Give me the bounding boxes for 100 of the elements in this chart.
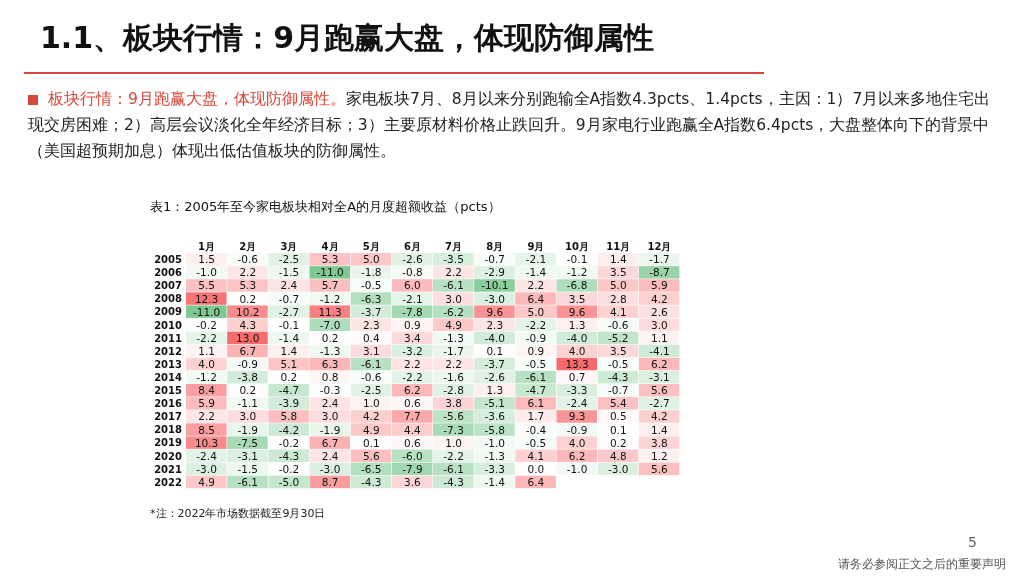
data-label: 5.6	[651, 384, 669, 397]
data-label: 13.3	[565, 358, 589, 371]
y-tick-label: 2009	[154, 306, 183, 318]
data-label: -0.7	[484, 253, 505, 266]
data-label: 8.7	[321, 475, 339, 488]
y-tick-label: 2020	[154, 450, 183, 462]
text: 5	[968, 534, 977, 550]
data-label: 3.8	[445, 397, 462, 410]
data-label: 1.0	[445, 436, 462, 449]
data-label: -1.4	[525, 266, 547, 279]
data-label: -0.2	[278, 436, 300, 449]
data-label: 3.4	[404, 331, 422, 344]
data-label: 9.6	[486, 305, 504, 318]
data-label: -6.3	[361, 292, 382, 305]
y-tick-label: 2017	[154, 411, 183, 423]
data-label: -7.3	[443, 423, 464, 436]
data-label: -2.7	[278, 305, 300, 318]
data-label: -0.4	[525, 423, 547, 436]
data-label: 12.3	[194, 292, 219, 305]
data-label: -2.6	[402, 253, 423, 266]
data-label: -1.5	[237, 462, 258, 475]
data-label: 0.2	[239, 292, 257, 305]
data-label: 5.6	[651, 462, 669, 475]
data-label: -6.1	[237, 475, 258, 488]
data-label: -0.2	[196, 318, 217, 331]
x-tick-label: 2月	[239, 241, 257, 252]
data-label: 6.7	[239, 344, 257, 357]
data-label: -5.0	[278, 475, 300, 488]
data-label: -1.7	[443, 344, 464, 357]
x-tick-label: 12月	[647, 241, 672, 252]
data-label: -4.3	[443, 475, 464, 488]
data-label: -3.3	[484, 462, 505, 475]
y-tick-label: 2007	[154, 280, 183, 292]
data-label: -0.5	[525, 436, 547, 449]
data-label: 0.1	[362, 436, 380, 449]
x-tick-label: 10月	[565, 241, 590, 252]
y-tick-label: 2005	[154, 254, 183, 266]
data-label: 2.8	[609, 292, 627, 305]
data-label: 1.1	[198, 344, 215, 357]
data-label: 4.9	[198, 475, 215, 488]
data-label: -1.9	[237, 423, 258, 436]
x-tick-label: 9月	[527, 241, 545, 252]
data-label: -1.0	[484, 436, 505, 449]
data-label: -3.7	[361, 305, 382, 318]
data-label: -6.1	[443, 462, 464, 475]
data-label: 4.4	[404, 423, 422, 436]
data-label: 2.2	[445, 358, 462, 371]
data-label: -3.0	[196, 462, 217, 475]
data-label: -0.8	[402, 266, 423, 279]
data-label: 2.6	[651, 305, 669, 318]
y-tick-label: 2008	[154, 293, 183, 305]
data-label: 0.2	[239, 384, 257, 397]
data-label: -1.3	[319, 344, 341, 357]
x-tick-label: 8月	[486, 241, 504, 252]
data-label: 1.4	[651, 423, 669, 436]
data-label: -3.0	[608, 462, 629, 475]
y-tick-label: 2019	[154, 437, 183, 449]
data-label: 7.7	[404, 410, 421, 423]
data-label: -0.9	[566, 423, 588, 436]
data-label: 11.3	[318, 305, 342, 318]
data-label: 10.3	[194, 436, 219, 449]
data-label: 0.9	[404, 318, 421, 331]
data-label: 2.4	[321, 449, 339, 462]
data-label: -1.6	[443, 371, 465, 384]
y-tick-label: 2021	[154, 463, 183, 475]
text: 请务必参阅正文之后的重要声明	[838, 556, 1006, 573]
data-label: 5.1	[280, 358, 298, 371]
data-label: 2.4	[280, 279, 298, 292]
data-label: 1.3	[486, 384, 504, 397]
data-label: -2.4	[196, 449, 218, 462]
data-label: 4.8	[609, 449, 627, 462]
data-label: -6.5	[361, 462, 382, 475]
data-label: 4.0	[568, 436, 586, 449]
data-label: 4.1	[609, 305, 627, 318]
data-label: -2.9	[484, 266, 505, 279]
data-label: -2.4	[566, 397, 588, 410]
chart-subtitle: 板块行情：9月跑赢大盘，体现防御属性。	[48, 90, 346, 108]
y-tick-label: 2011	[154, 332, 183, 344]
data-label: -4.7	[525, 384, 547, 397]
data-label: 2.2	[404, 358, 421, 371]
data-label: -0.7	[608, 384, 629, 397]
data-label: -3.9	[278, 397, 300, 410]
data-label: -3.8	[237, 371, 258, 384]
data-label: -4.0	[566, 331, 588, 344]
data-label: -7.0	[319, 318, 341, 331]
data-label: -2.2	[525, 318, 547, 331]
data-label: -0.5	[525, 358, 547, 371]
data-label: -3.7	[484, 358, 505, 371]
data-label: 4.2	[651, 410, 668, 423]
data-label: -3.1	[649, 371, 670, 384]
data-label: 3.0	[239, 410, 257, 423]
data-label: 1.0	[362, 397, 380, 410]
data-label: -3.6	[484, 410, 506, 423]
data-label: -0.9	[237, 358, 258, 371]
data-label: 5.9	[198, 397, 215, 410]
data-label: 0.9	[527, 344, 545, 357]
data-label: -4.7	[278, 384, 300, 397]
data-label: -2.5	[361, 384, 382, 397]
data-label: -0.5	[361, 279, 382, 292]
data-label: 3.0	[651, 318, 668, 331]
